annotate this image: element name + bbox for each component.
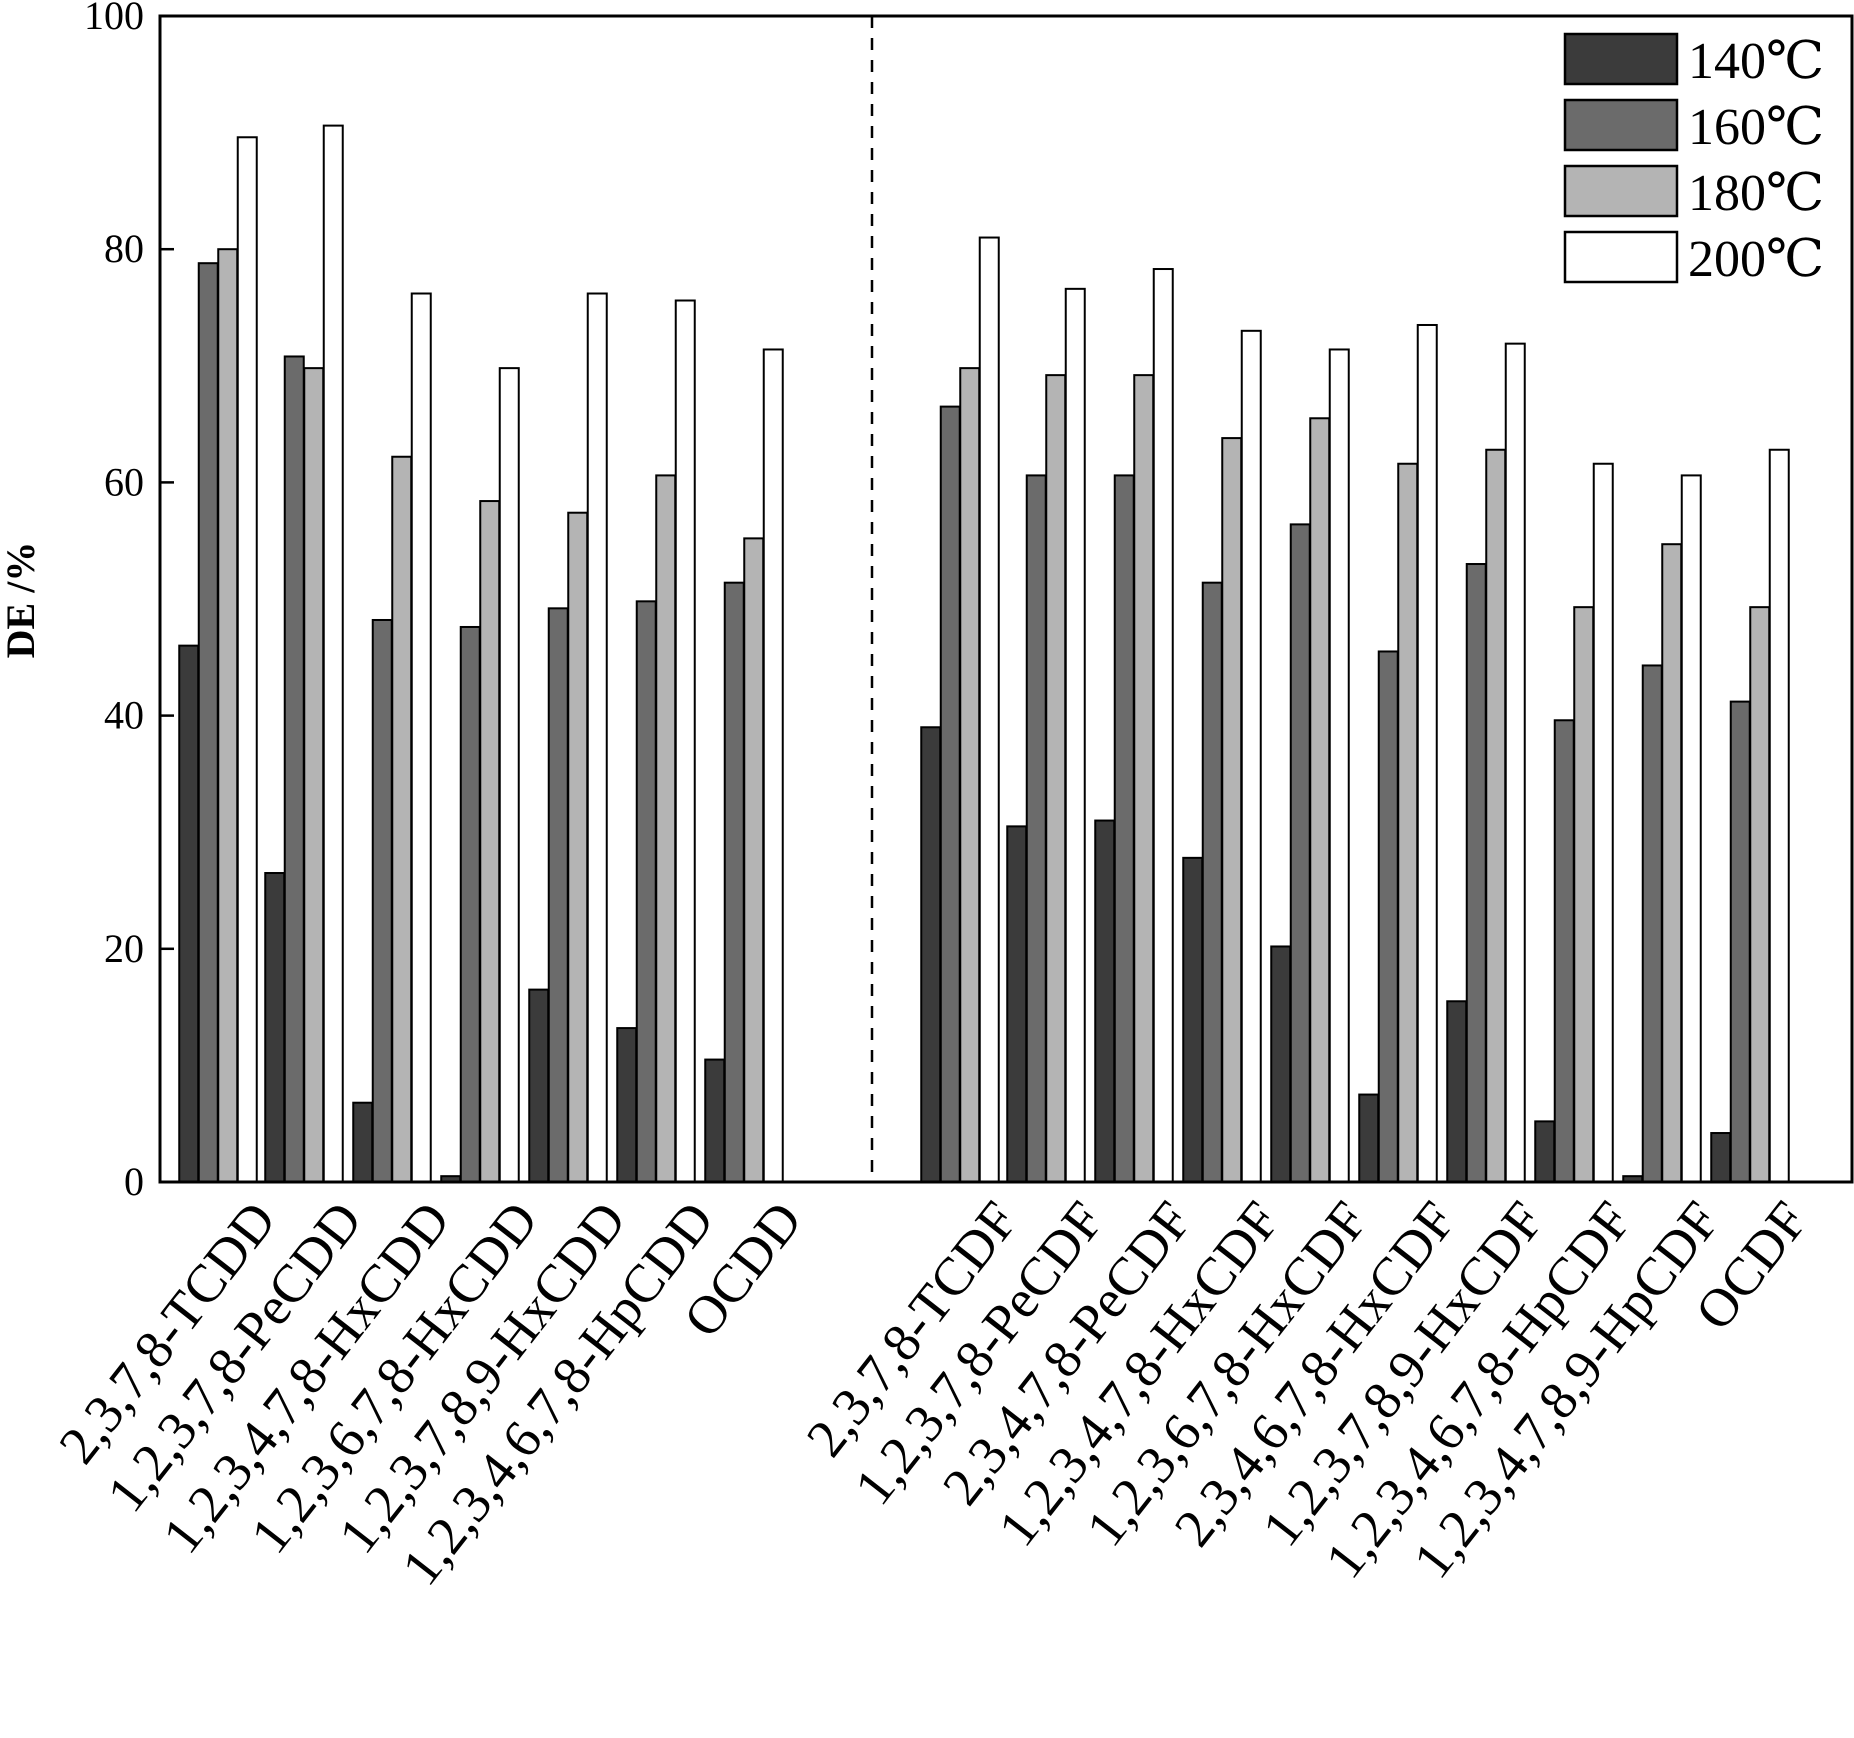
- bar: [1025, 474, 1047, 1183]
- legend-swatch: [1563, 98, 1679, 152]
- bar: [1661, 543, 1683, 1183]
- bar: [1446, 1000, 1468, 1184]
- bar: [635, 600, 657, 1183]
- bar: [391, 455, 413, 1183]
- y-axis-label: DE /%: [0, 542, 43, 659]
- bar: [1710, 1132, 1732, 1183]
- bar: [939, 405, 961, 1183]
- x-axis-labels: 2,3,7,8-TCDD1,2,3,7,8-PeCDD1,2,3,4,7,8-H…: [47, 1190, 1819, 1596]
- bar: [1416, 323, 1438, 1183]
- bar: [1113, 474, 1135, 1183]
- plot-frame: [158, 14, 1854, 1184]
- bar: [303, 367, 325, 1183]
- bar: [743, 537, 765, 1183]
- bar: [498, 367, 520, 1183]
- bar: [178, 644, 200, 1183]
- bar: [197, 262, 219, 1183]
- legend-label: 180℃: [1688, 165, 1824, 222]
- legend-swatch: [1563, 230, 1679, 284]
- bar: [1064, 287, 1086, 1183]
- y-tick-label: 100: [84, 0, 144, 38]
- bar: [1094, 819, 1116, 1183]
- bar: [1133, 374, 1155, 1183]
- bar: [978, 236, 1000, 1184]
- bar: [236, 136, 258, 1183]
- y-tick-label: 20: [104, 926, 144, 971]
- bar: [1768, 448, 1790, 1183]
- bar: [567, 511, 589, 1183]
- bar: [371, 618, 393, 1183]
- bar: [1201, 581, 1223, 1183]
- bar: [322, 124, 344, 1183]
- bars-layer: [178, 124, 1790, 1184]
- legend: 140℃ 160℃ 180℃ 200℃: [1563, 32, 1824, 288]
- bar: [723, 581, 745, 1183]
- bar: [1465, 563, 1487, 1183]
- bar: [264, 872, 286, 1183]
- bar: [920, 726, 942, 1183]
- bar: [704, 1058, 726, 1183]
- bar: [1397, 462, 1419, 1183]
- y-tick-label: 60: [104, 459, 144, 504]
- bar: [1289, 523, 1311, 1183]
- bar: [1182, 856, 1204, 1183]
- bar: [586, 292, 608, 1183]
- bar: [762, 348, 784, 1183]
- bar: [1152, 268, 1174, 1184]
- bar: [1729, 700, 1751, 1183]
- bar: [1006, 825, 1028, 1183]
- legend-label: 160℃: [1688, 99, 1824, 156]
- bar: [1553, 719, 1575, 1183]
- bar: [1592, 462, 1614, 1183]
- bar: [1504, 342, 1526, 1183]
- bar: [1309, 417, 1331, 1183]
- bar: [352, 1101, 374, 1184]
- bar: [1485, 448, 1507, 1183]
- bar: [217, 248, 239, 1183]
- bar: [1045, 374, 1067, 1183]
- bar: [959, 367, 981, 1183]
- legend-swatch: [1563, 164, 1679, 218]
- bar: [547, 607, 569, 1183]
- legend-swatch: [1563, 32, 1679, 86]
- bar: [479, 500, 501, 1183]
- bar: [1377, 650, 1399, 1183]
- bar: [1270, 945, 1292, 1184]
- bar: [1534, 1120, 1556, 1184]
- bar: [1328, 348, 1350, 1183]
- bar: [1641, 664, 1663, 1183]
- bar: [655, 474, 677, 1183]
- bar: [1221, 437, 1243, 1184]
- y-tick-label: 40: [104, 693, 144, 738]
- legend-label: 140℃: [1688, 33, 1824, 90]
- bar: [1240, 329, 1262, 1183]
- legend-label: 200℃: [1688, 231, 1824, 288]
- y-tick-label: 80: [104, 226, 144, 271]
- y-axis: 0 20 40 60 80 100: [84, 0, 174, 1204]
- bar: [528, 988, 550, 1183]
- bar: [1573, 606, 1595, 1183]
- bar: [1680, 474, 1702, 1183]
- bar: [283, 355, 305, 1183]
- bar: [674, 299, 696, 1183]
- bar: [1749, 606, 1771, 1183]
- bar: [410, 292, 432, 1183]
- bar: [616, 1027, 638, 1184]
- bar: [459, 625, 481, 1183]
- bar: [1358, 1093, 1380, 1184]
- y-tick-label: 0: [124, 1159, 144, 1204]
